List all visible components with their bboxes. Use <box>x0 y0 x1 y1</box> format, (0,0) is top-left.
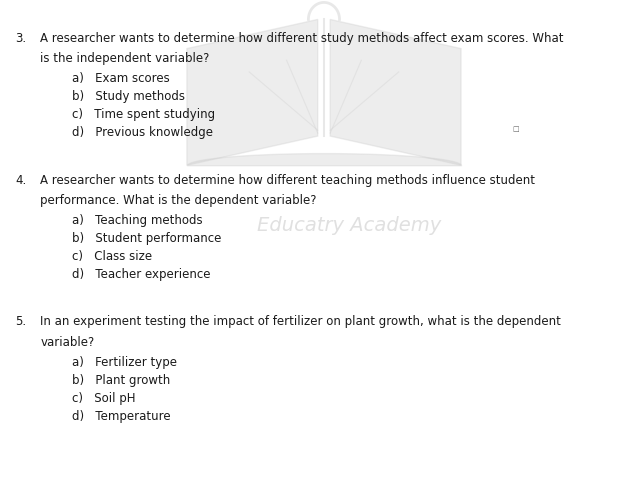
Text: d)   Teacher experience: d) Teacher experience <box>72 268 210 281</box>
Text: In an experiment testing the impact of fertilizer on plant growth, what is the d: In an experiment testing the impact of f… <box>40 315 561 329</box>
Text: c)   Class size: c) Class size <box>72 250 152 263</box>
Text: is the independent variable?: is the independent variable? <box>40 52 210 65</box>
Text: c)   Time spent studying: c) Time spent studying <box>72 108 215 122</box>
Text: A researcher wants to determine how different study methods affect exam scores. : A researcher wants to determine how diff… <box>40 32 564 45</box>
Polygon shape <box>330 19 461 165</box>
Text: □: □ <box>513 126 519 132</box>
Text: performance. What is the dependent variable?: performance. What is the dependent varia… <box>40 194 317 207</box>
Text: b)   Student performance: b) Student performance <box>72 232 221 245</box>
Text: 5.: 5. <box>16 315 27 329</box>
Text: 3.: 3. <box>16 32 27 45</box>
Text: c)   Soil pH: c) Soil pH <box>72 392 135 405</box>
Text: A researcher wants to determine how different teaching methods influence student: A researcher wants to determine how diff… <box>40 174 536 187</box>
Text: d)   Previous knowledge: d) Previous knowledge <box>72 126 212 139</box>
Text: a)   Exam scores: a) Exam scores <box>72 72 169 86</box>
Text: variable?: variable? <box>40 336 95 349</box>
Polygon shape <box>187 19 318 165</box>
Text: a)   Teaching methods: a) Teaching methods <box>72 214 202 227</box>
Text: 4.: 4. <box>16 174 27 187</box>
Text: d)   Temperature: d) Temperature <box>72 410 170 423</box>
Text: b)   Plant growth: b) Plant growth <box>72 374 170 387</box>
Text: a)   Fertilizer type: a) Fertilizer type <box>72 356 177 369</box>
Text: b)   Study methods: b) Study methods <box>72 90 184 104</box>
Text: Educatry Academy: Educatry Academy <box>257 216 441 236</box>
